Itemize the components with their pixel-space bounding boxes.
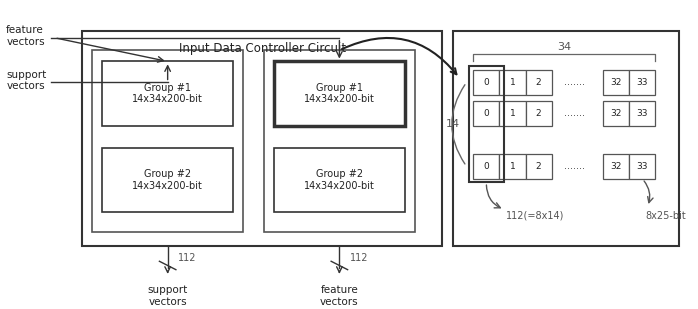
Bar <box>473 154 500 179</box>
Text: 112: 112 <box>178 253 196 264</box>
Bar <box>603 154 630 179</box>
Bar <box>500 101 526 126</box>
Bar <box>92 50 243 232</box>
Text: 32: 32 <box>611 78 622 87</box>
Text: 0: 0 <box>484 78 489 87</box>
Text: 34: 34 <box>557 42 572 52</box>
Text: feature
vectors: feature vectors <box>6 25 45 47</box>
Bar <box>264 50 415 232</box>
Text: .......: ....... <box>564 78 585 87</box>
Text: Input Data Controller Circuit: Input Data Controller Circuit <box>179 42 346 55</box>
Text: Group #2
14x34x200-bit: Group #2 14x34x200-bit <box>132 169 203 191</box>
Text: support
vectors: support vectors <box>6 70 47 91</box>
Bar <box>630 101 655 126</box>
Bar <box>500 154 526 179</box>
Text: 14: 14 <box>445 119 459 129</box>
Text: 32: 32 <box>611 162 622 171</box>
Bar <box>453 31 679 246</box>
Bar <box>103 148 233 212</box>
Text: 1: 1 <box>510 162 515 171</box>
Bar <box>526 70 551 95</box>
Bar <box>473 70 500 95</box>
Text: 33: 33 <box>637 162 648 171</box>
Text: Group #1
14x34x200-bit: Group #1 14x34x200-bit <box>132 83 203 104</box>
Bar <box>630 154 655 179</box>
Text: 1: 1 <box>510 109 515 118</box>
Bar <box>103 61 233 126</box>
Bar <box>603 101 630 126</box>
Bar <box>500 70 526 95</box>
Text: 32: 32 <box>611 109 622 118</box>
Bar <box>469 66 503 182</box>
Text: 2: 2 <box>536 78 542 87</box>
Bar <box>274 61 405 126</box>
Bar <box>82 31 443 246</box>
Text: 112: 112 <box>350 253 368 264</box>
Text: support
vectors: support vectors <box>147 285 188 307</box>
Text: .......: ....... <box>564 161 585 171</box>
Text: 1: 1 <box>510 78 515 87</box>
Text: Group #2
14x34x200-bit: Group #2 14x34x200-bit <box>304 169 375 191</box>
Text: Group #1
14x34x200-bit: Group #1 14x34x200-bit <box>304 83 375 104</box>
Text: 33: 33 <box>637 78 648 87</box>
Bar <box>274 148 405 212</box>
Text: 8x25-bit: 8x25-bit <box>645 211 685 221</box>
Text: 2: 2 <box>536 109 542 118</box>
Bar <box>603 70 630 95</box>
Text: .......: ....... <box>564 108 585 118</box>
Text: 2: 2 <box>536 162 542 171</box>
Text: feature
vectors: feature vectors <box>320 285 359 307</box>
Bar <box>630 70 655 95</box>
Bar <box>473 101 500 126</box>
Bar <box>526 154 551 179</box>
Text: 112(=8x14): 112(=8x14) <box>506 211 565 221</box>
Bar <box>526 101 551 126</box>
Text: 0: 0 <box>484 109 489 118</box>
Text: 33: 33 <box>637 109 648 118</box>
Text: 0: 0 <box>484 162 489 171</box>
